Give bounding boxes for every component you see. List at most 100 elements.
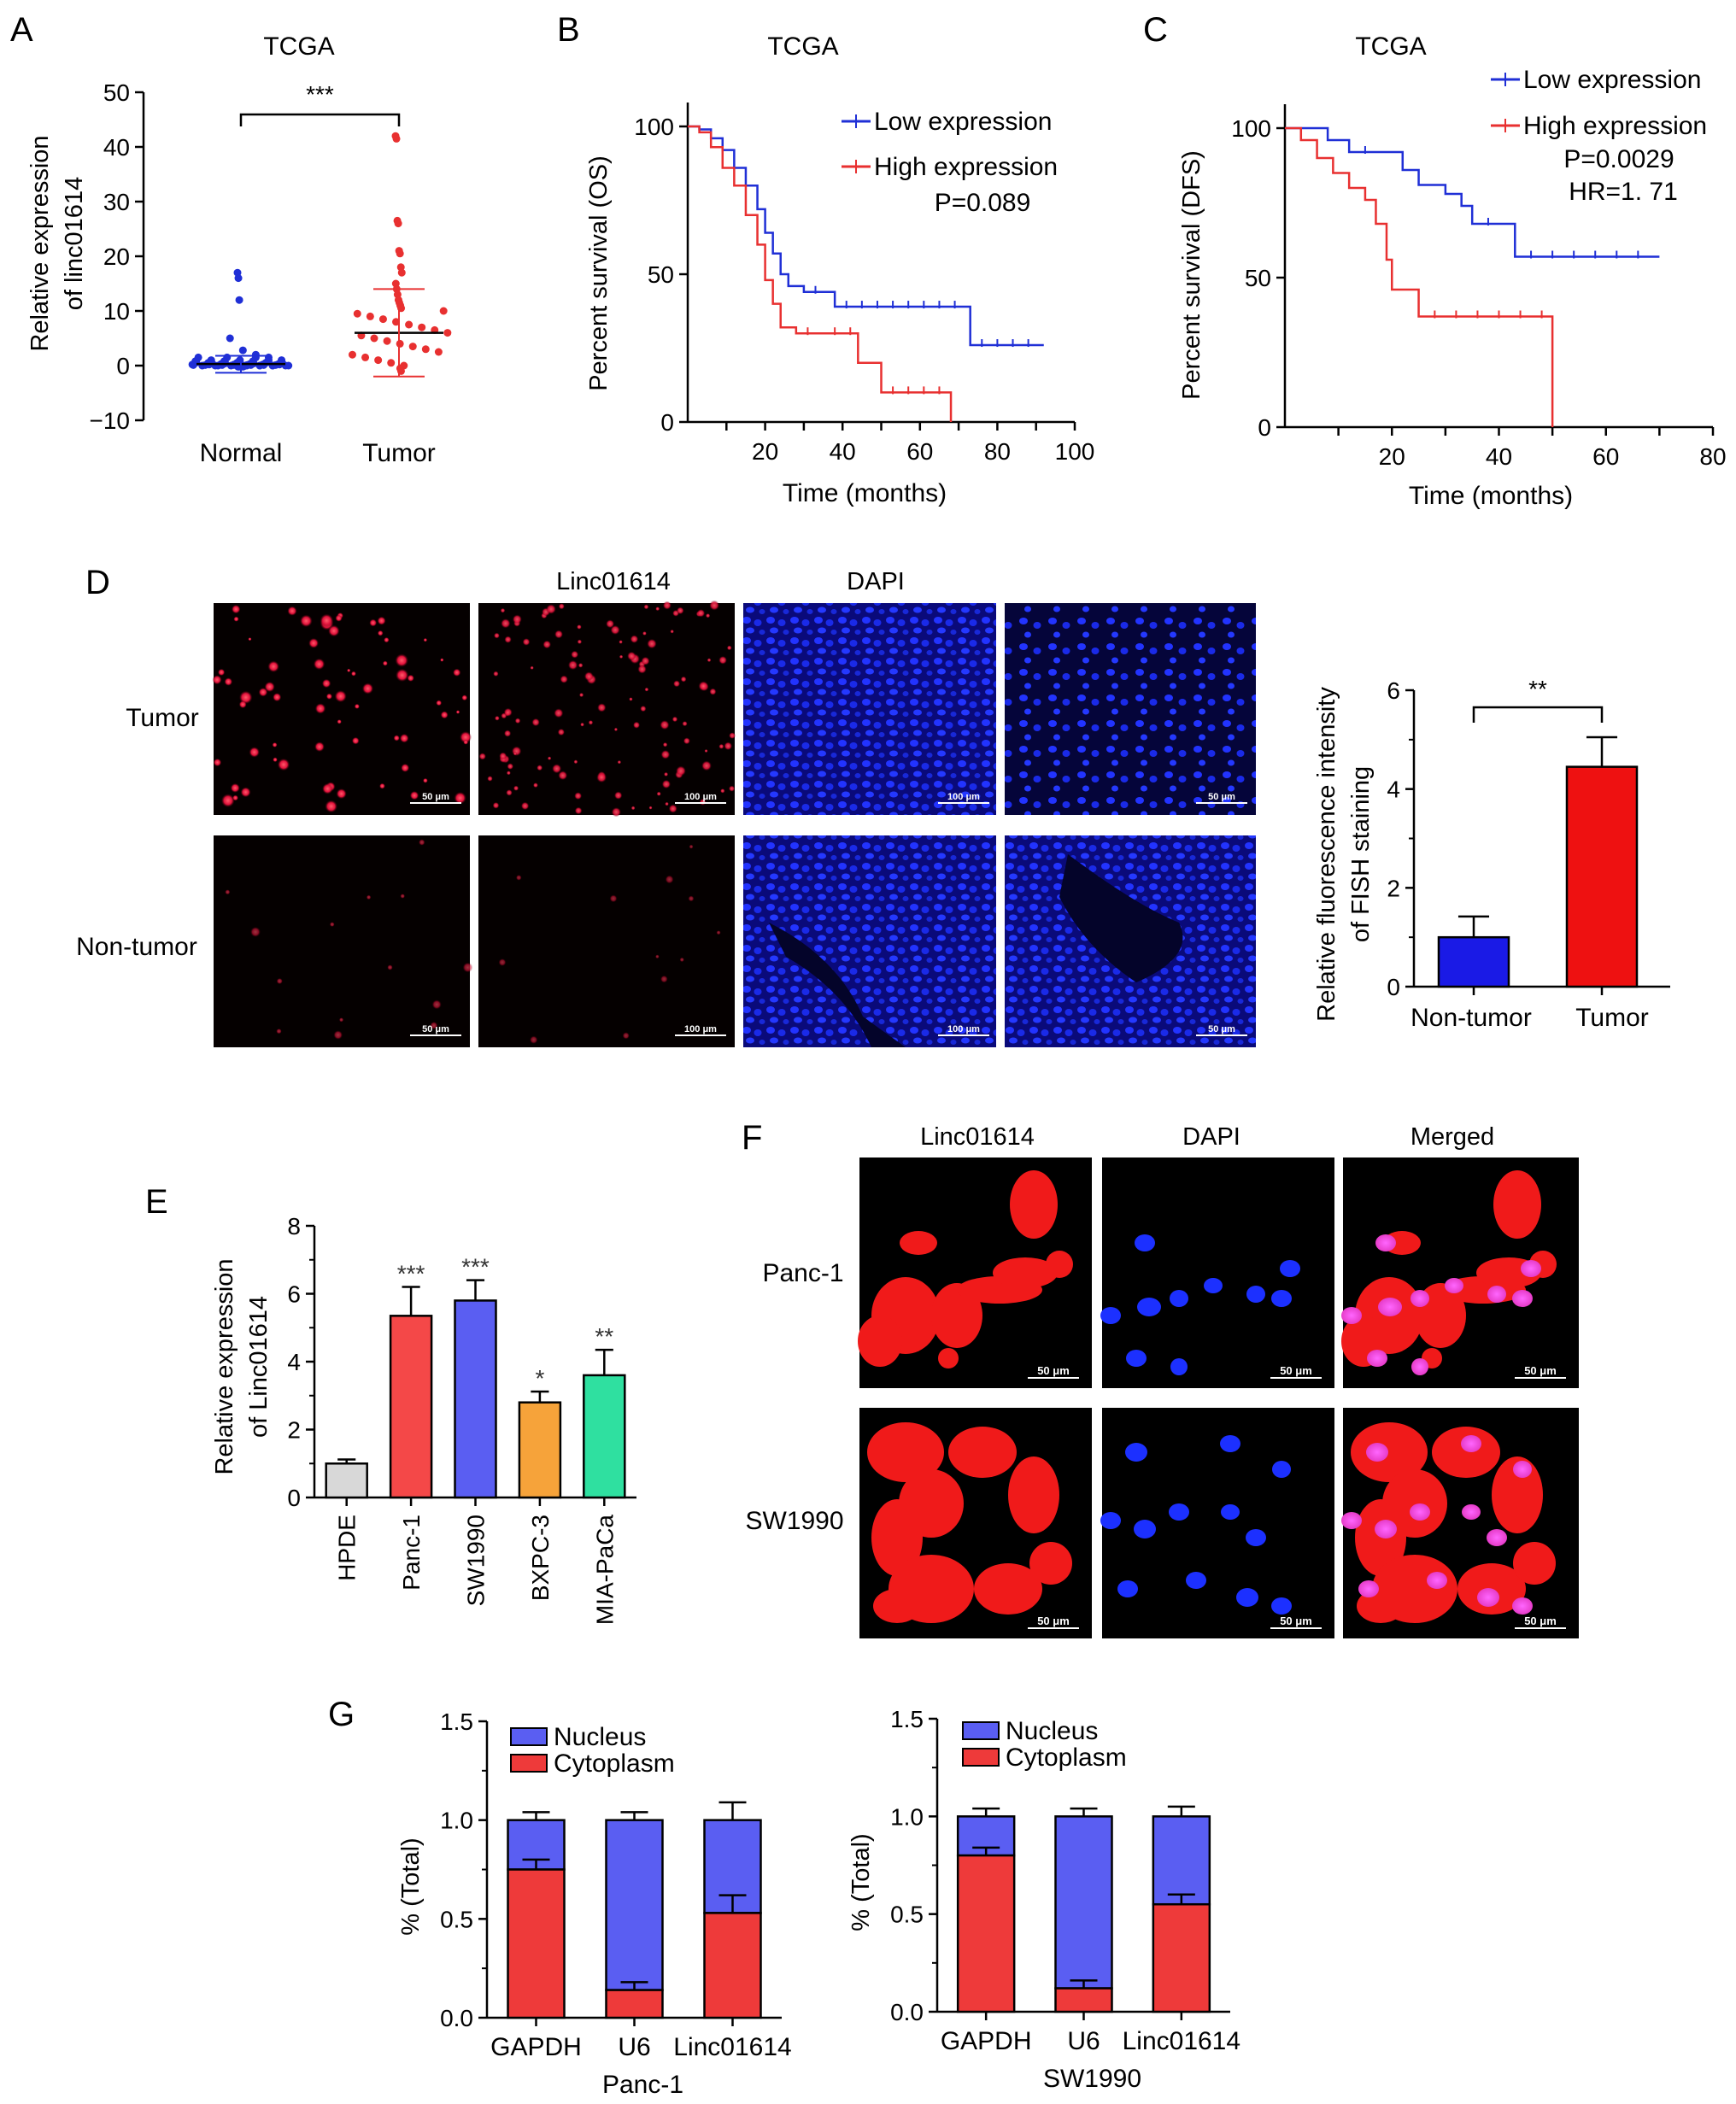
g-bar-cytoplasm bbox=[1054, 1987, 1113, 2013]
panel-b-title: TCGA bbox=[767, 32, 838, 61]
bar-y-tick-label: 0 bbox=[1387, 974, 1400, 1000]
red-fluorescent-spot bbox=[300, 614, 313, 628]
panel-a-point bbox=[226, 334, 234, 343]
panel-f-micrographs: 50 μm 50 μm 50 μm 50 μm 50 μm 50 μm bbox=[858, 1157, 1579, 1638]
red-fluorescent-spot bbox=[547, 756, 552, 760]
red-fluorescent-spot bbox=[455, 710, 460, 714]
dapi-nucleus bbox=[1100, 1512, 1121, 1529]
panel-d-scalebars: 50 μm 100 μm 100 μm 50 μm 50 μm 100 μm 100 μm 5… bbox=[410, 792, 1247, 1036]
micrograph-tumor-dapi-100 bbox=[743, 603, 996, 815]
red-fluorescent-spot bbox=[217, 668, 226, 677]
red-cell bbox=[1351, 1422, 1428, 1482]
red-fluorescent-spot bbox=[567, 659, 578, 671]
panel-f: F Linc01614 DAPI Merged Panc-1 SW1990 50… bbox=[742, 1119, 1579, 1638]
red-fluorescent-spot bbox=[641, 656, 650, 665]
panel-a-point bbox=[418, 323, 426, 331]
red-fluorescent-spot bbox=[679, 957, 684, 963]
red-fluorescent-spot bbox=[609, 894, 618, 903]
km-x-tick-label: 60 bbox=[1592, 443, 1619, 470]
panel-e-bar-chart: 8 6 4 2 0 HPDE Panc-1 *** SW1990 *** BXPC-3 * MIA-Pa… bbox=[287, 1213, 636, 1625]
km-y-tick-label: 50 bbox=[648, 261, 674, 288]
panel-a-ylabel-1: Relative expression bbox=[26, 135, 54, 351]
red-fluorescent-spot bbox=[506, 789, 513, 796]
panel-a-ylabel-2: of linc01614 bbox=[61, 177, 88, 310]
red-fluorescent-spot bbox=[462, 962, 473, 973]
red-fluorescent-spot bbox=[537, 765, 543, 771]
bar-hpde bbox=[325, 1462, 368, 1499]
red-fluorescent-spot bbox=[709, 688, 717, 695]
panel-a-significance-bracket bbox=[239, 113, 401, 126]
red-fluorescent-spot bbox=[492, 801, 500, 809]
micrograph-tumor-dapi-50 bbox=[1005, 603, 1256, 815]
micrograph-nontumor-linc-50 bbox=[214, 835, 470, 1047]
red-fluorescent-spot bbox=[644, 687, 649, 692]
g-x-tick-label: GAPDH bbox=[490, 2033, 582, 2061]
panel-a-significance: *** bbox=[239, 81, 401, 126]
panel-label-a: A bbox=[10, 11, 33, 49]
red-fluorescent-spot bbox=[436, 700, 443, 706]
red-fluorescent-spot bbox=[662, 741, 668, 747]
red-fluorescent-spot bbox=[672, 716, 678, 723]
g-y-tick-label: 0.0 bbox=[440, 2005, 473, 2031]
red-fluorescent-spot bbox=[668, 804, 677, 813]
bar-y-tick-label: 6 bbox=[1387, 677, 1400, 704]
panel-c-title: TCGA bbox=[1355, 32, 1426, 61]
km-y-tick-label: 0 bbox=[1258, 414, 1271, 441]
km-annotation: P=0.089 bbox=[935, 189, 1031, 217]
red-cell bbox=[1008, 1456, 1059, 1533]
red-fluorescent-spot bbox=[423, 637, 428, 642]
dapi-nucleus bbox=[1186, 1572, 1206, 1589]
merged-nucleus bbox=[1521, 1260, 1541, 1277]
red-fluorescent-spot bbox=[514, 718, 521, 724]
g-y-tick-label: 1.0 bbox=[440, 1808, 473, 1834]
km-legend-label: Low expression bbox=[1523, 66, 1701, 94]
panel-a-point bbox=[378, 315, 387, 324]
bar-x-tick-label: HPDE bbox=[334, 1515, 361, 1581]
red-fluorescent-spot bbox=[689, 844, 694, 849]
dapi-nucleus bbox=[1271, 1290, 1292, 1307]
panel-b: B TCGA Percent survival (OS) Time (month… bbox=[557, 11, 1094, 507]
km-curve-high-expression bbox=[688, 125, 953, 422]
panel-d-col-label-dapi: DAPI bbox=[847, 568, 905, 595]
red-fluorescent-spot bbox=[619, 640, 623, 644]
g-bar-cytoplasm bbox=[1152, 1902, 1211, 2013]
red-fluorescent-spot bbox=[335, 614, 343, 622]
red-fluorescent-spot bbox=[326, 693, 333, 700]
red-fluorescent-spot bbox=[613, 791, 623, 800]
micrograph-nontumor-dapi-dark-region bbox=[769, 923, 906, 1047]
merged-nucleus bbox=[1512, 1597, 1533, 1615]
red-cell bbox=[1492, 1456, 1543, 1533]
red-fluorescent-spot bbox=[454, 791, 466, 805]
red-fluorescent-spot bbox=[224, 677, 233, 686]
red-fluorescent-spot bbox=[487, 776, 493, 782]
dapi-nucleus bbox=[1137, 1298, 1161, 1316]
g-x-tick-label: Linc01614 bbox=[673, 2033, 791, 2061]
red-fluorescent-spot bbox=[662, 601, 672, 610]
red-fluorescent-spot bbox=[338, 1017, 344, 1023]
panel-a-point bbox=[434, 348, 443, 356]
bar-sw1990 bbox=[454, 1299, 497, 1499]
g-bar-cytoplasm bbox=[703, 1912, 762, 2019]
red-fluorescent-spot bbox=[709, 600, 720, 611]
red-fluorescent-spot bbox=[328, 624, 340, 637]
dapi-nucleus bbox=[1221, 1504, 1240, 1520]
bar-panc-1 bbox=[389, 1315, 433, 1499]
g-x-tick-label: U6 bbox=[1067, 2027, 1100, 2055]
red-fluorescent-spot bbox=[610, 624, 620, 635]
panel-a-point bbox=[218, 360, 226, 369]
red-fluorescent-spot bbox=[558, 771, 568, 781]
km-curve-low-expression bbox=[1285, 126, 1660, 258]
g-x-label: SW1990 bbox=[1043, 2065, 1141, 2093]
red-fluorescent-spot bbox=[212, 675, 222, 685]
panel-a-point bbox=[234, 274, 243, 283]
km-y-tick-label: 50 bbox=[1245, 265, 1271, 291]
red-fluorescent-spot bbox=[720, 788, 725, 794]
bar-mia-paca bbox=[583, 1374, 626, 1499]
red-fluorescent-spot bbox=[530, 1035, 538, 1044]
scale-bar-label: 50 μm bbox=[422, 792, 449, 802]
panel-a-point bbox=[238, 346, 247, 355]
red-fluorescent-spot bbox=[660, 975, 668, 983]
red-fluorescent-spot bbox=[571, 650, 579, 659]
red-fluorescent-spot bbox=[643, 604, 649, 610]
red-fluorescent-spot bbox=[267, 660, 279, 672]
